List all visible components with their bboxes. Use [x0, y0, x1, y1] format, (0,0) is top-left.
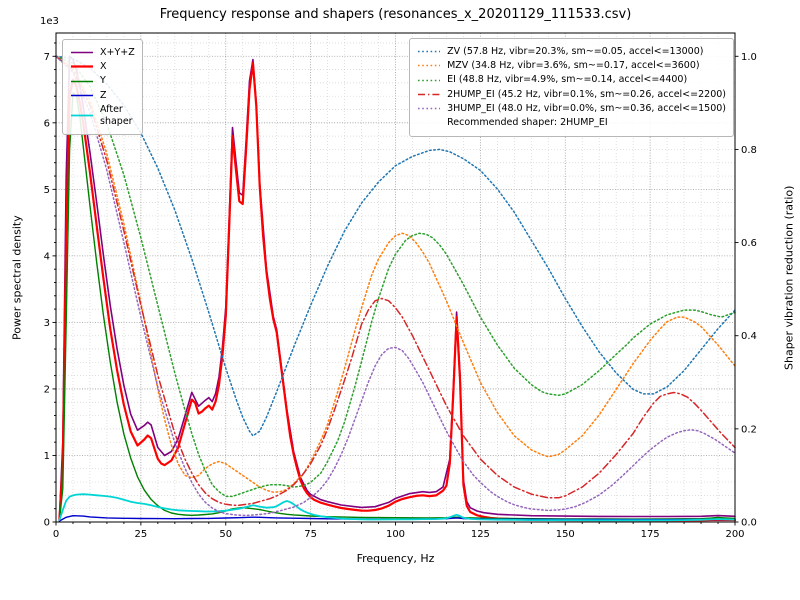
- legend-line-sample-z: [71, 94, 93, 97]
- svg-text:0.4: 0.4: [741, 331, 757, 342]
- chart-title: Frequency response and shapers (resonanc…: [159, 7, 632, 22]
- legend-item-ei: EI (48.8 Hz, vibr=4.9%, sm~=0.14, accel<…: [417, 74, 726, 86]
- svg-text:200: 200: [725, 529, 744, 540]
- legend-label-y: Y: [100, 75, 106, 87]
- legend-line-sample-2hump-ei: [418, 93, 441, 96]
- legend-label-x: X: [100, 60, 107, 72]
- y-axis-offset-label: 1e3: [40, 16, 59, 27]
- legend-label-ei: EI (48.8 Hz, vibr=4.9%, sm~=0.14, accel<…: [447, 74, 688, 86]
- svg-text:2: 2: [44, 384, 50, 395]
- legend-label-zv: ZV (57.8 Hz, vibr=20.3%, sm~=0.05, accel…: [447, 45, 704, 57]
- svg-text:100: 100: [386, 529, 405, 540]
- svg-text:3: 3: [44, 318, 50, 329]
- svg-text:25: 25: [135, 529, 148, 540]
- legend-line-sample-mzv: [418, 65, 441, 67]
- legend-shapers: ZV (57.8 Hz, vibr=20.3%, sm~=0.05, accel…: [409, 38, 734, 137]
- legend-item-mzv: MZV (34.8 Hz, vibr=3.6%, sm~=0.17, accel…: [417, 60, 726, 72]
- svg-text:50: 50: [219, 529, 232, 540]
- axis-ticks: [52, 42, 739, 526]
- legend-item-xyz: X+Y+Z: [70, 47, 135, 59]
- series-after-shaper: [58, 493, 736, 522]
- legend-label-3hump-ei: 3HUMP_EI (48.0 Hz, vibr=0.0%, sm~=0.36, …: [447, 103, 726, 114]
- legend-item-3hump-ei: 3HUMP_EI (48.0 Hz, vibr=0.0%, sm~=0.36, …: [417, 103, 726, 115]
- legend-line-sample-ei: [418, 79, 441, 81]
- svg-text:150: 150: [556, 529, 575, 540]
- svg-text:5: 5: [44, 185, 50, 196]
- legend-line-sample-y: [71, 80, 93, 82]
- series-zv: [55, 55, 736, 437]
- series-y: [58, 92, 736, 522]
- svg-text:1: 1: [44, 451, 50, 462]
- legend-item-2hump-ei: 2HUMP_EI (45.2 Hz, vibr=0.1%, sm~=0.26, …: [417, 89, 726, 101]
- legend-line-sample-xyz: [71, 51, 93, 54]
- legend-item-after-shaper: After shaper: [70, 104, 135, 128]
- legend-line-sample-3hump-ei: [418, 108, 441, 110]
- legend-item-zv: ZV (57.8 Hz, vibr=20.3%, sm~=0.05, accel…: [417, 46, 726, 58]
- legend-label-z: Z: [100, 89, 107, 101]
- svg-text:4: 4: [44, 251, 50, 262]
- svg-text:175: 175: [641, 529, 660, 540]
- series-mzv: [55, 55, 736, 493]
- svg-text:0: 0: [44, 518, 50, 529]
- axis-tick-labels: 0 25 50 75 100 125 150 175 200 0 1 2 3 4 5 6 7 0.0 0.2 0.4 0…: [44, 52, 757, 540]
- legend-label-after-shaper: After shaper: [100, 104, 133, 127]
- svg-text:0.2: 0.2: [741, 424, 757, 435]
- svg-text:0.0: 0.0: [741, 518, 757, 529]
- legend-item-y: Y: [70, 75, 135, 87]
- x-axis-label: Frequency, Hz: [356, 552, 435, 565]
- series-x: [58, 61, 737, 522]
- svg-text:1.0: 1.0: [741, 52, 757, 63]
- legend-label-mzv: MZV (34.8 Hz, vibr=3.6%, sm~=0.17, accel…: [447, 59, 700, 71]
- legend-item-z: Z: [70, 90, 135, 102]
- legend-psd: X+Y+Z X Y Z After shaper: [62, 39, 143, 136]
- legend-label-2hump-ei: 2HUMP_EI (45.2 Hz, vibr=0.1%, sm~=0.26, …: [447, 88, 726, 100]
- series-3hump-ei: [55, 55, 736, 517]
- legend-item-x: X: [70, 61, 135, 73]
- svg-text:6: 6: [44, 118, 50, 129]
- svg-text:125: 125: [471, 529, 490, 540]
- legend-line-sample-zv: [418, 50, 441, 53]
- legend-note: Recommended shaper: 2HUMP_EI: [417, 117, 726, 129]
- legend-line-sample-x: [71, 65, 93, 68]
- svg-text:75: 75: [304, 529, 317, 540]
- series-2hump-ei: [55, 55, 736, 506]
- svg-text:0.8: 0.8: [741, 145, 757, 156]
- svg-text:7: 7: [44, 52, 50, 63]
- legend-note-spacer: [417, 118, 441, 129]
- legend-note-text: Recommended shaper: 2HUMP_EI: [447, 117, 608, 129]
- legend-label-xyz: X+Y+Z: [100, 46, 135, 58]
- series-lines: [55, 55, 737, 522]
- svg-text:0.6: 0.6: [741, 238, 757, 249]
- series-ei: [55, 55, 736, 498]
- svg-text:0: 0: [53, 529, 59, 540]
- legend-line-sample-after-shaper: [71, 114, 93, 117]
